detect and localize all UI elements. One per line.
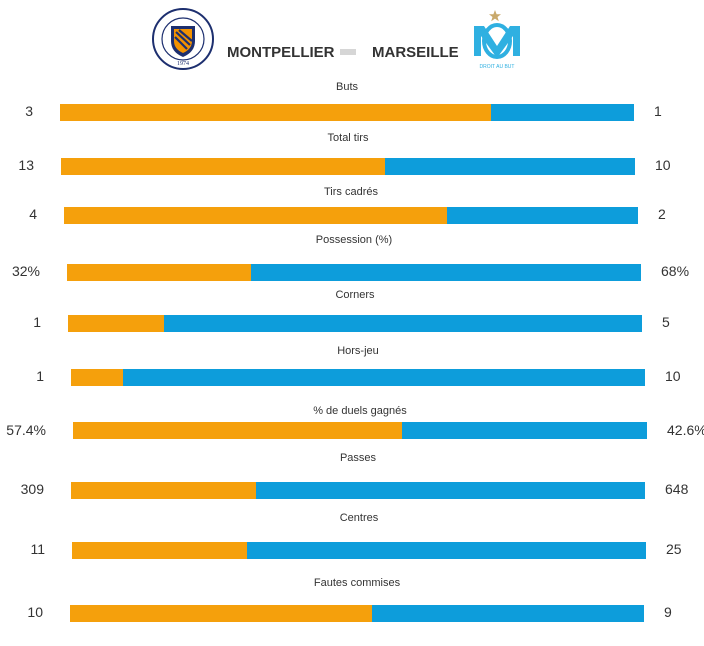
marseille-crest-icon: DROIT AU BUT — [474, 10, 520, 70]
away-value: 25 — [666, 541, 682, 557]
home-bar — [73, 422, 403, 439]
svg-text:DROIT AU BUT: DROIT AU BUT — [480, 64, 515, 70]
away-bar — [163, 315, 642, 332]
home-value: 57.4% — [6, 422, 46, 438]
away-bar — [446, 207, 638, 224]
stat-label: Possession (%) — [315, 234, 393, 246]
away-bar — [256, 482, 645, 499]
stat-label: Hors-jeu — [337, 345, 379, 357]
away-bar — [372, 605, 644, 622]
match-header: 1974 MONTPELLIER MARSEILLE DROIT AU BUT — [0, 0, 704, 72]
away-value: 648 — [665, 481, 689, 497]
home-value: 10 — [27, 604, 43, 620]
stat-label: Total tirs — [327, 132, 369, 144]
away-bar — [490, 104, 634, 121]
home-bar — [71, 369, 124, 386]
home-bar — [68, 315, 164, 332]
stat-label: Fautes commises — [313, 577, 401, 589]
away-bar — [250, 264, 641, 281]
stat-label: Centres — [339, 512, 379, 524]
away-value: 1 — [654, 103, 662, 119]
svg-text:1974: 1974 — [177, 61, 189, 67]
home-value: 32% — [11, 263, 40, 279]
stat-label: Passes — [339, 452, 377, 464]
home-value: 4 — [29, 206, 37, 222]
score-separator — [340, 49, 356, 55]
away-bar — [247, 542, 646, 559]
away-value: 5 — [662, 314, 670, 330]
home-bar — [67, 264, 251, 281]
home-bar — [60, 104, 491, 121]
stat-label: Corners — [335, 289, 375, 301]
home-bar — [61, 158, 386, 175]
stat-label: % de duels gagnés — [313, 405, 407, 417]
home-value: 3 — [25, 103, 33, 119]
home-value: 13 — [18, 157, 34, 173]
home-bar — [64, 207, 447, 224]
home-value: 309 — [20, 481, 44, 497]
home-value: 1 — [36, 368, 44, 384]
home-bar — [72, 542, 248, 559]
away-bar — [123, 369, 645, 386]
away-value: 42.6% — [667, 422, 704, 438]
home-value: 1 — [33, 314, 41, 330]
home-bar — [70, 605, 373, 622]
away-bar — [402, 422, 647, 439]
away-value: 9 — [664, 604, 672, 620]
away-team-name: MARSEILLE — [372, 44, 459, 61]
away-bar — [385, 158, 635, 175]
stat-label: Buts — [335, 81, 358, 93]
away-value: 68% — [661, 263, 690, 279]
montpellier-crest-icon: 1974 — [152, 8, 214, 70]
home-bar — [71, 482, 257, 499]
away-value: 10 — [665, 368, 681, 384]
stat-label: Tirs cadrés — [324, 186, 378, 198]
home-team-name: MONTPELLIER — [227, 44, 335, 61]
away-value: 10 — [655, 157, 671, 173]
away-value: 2 — [658, 206, 666, 222]
home-value: 11 — [30, 541, 45, 557]
